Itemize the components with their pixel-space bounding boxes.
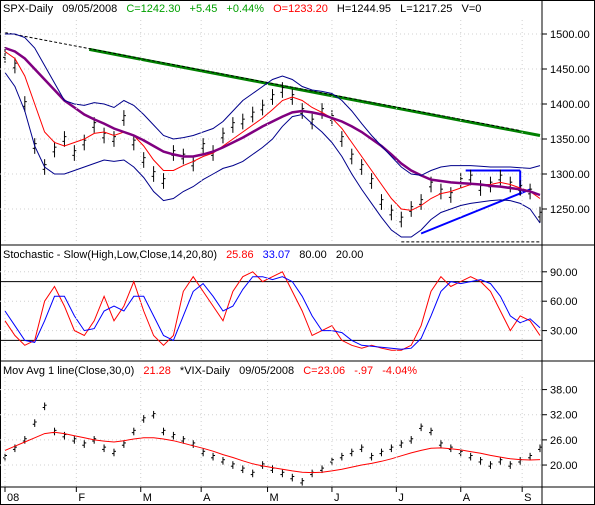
stochastic-upper-value: 80.00 bbox=[299, 249, 327, 261]
vix-change: -.97 bbox=[354, 365, 373, 377]
y-tick-label: 1300.00 bbox=[550, 169, 590, 181]
vix-close: C=23.06 bbox=[303, 365, 345, 377]
stochastic-k-value: 25.86 bbox=[226, 249, 254, 261]
y-tick-label: 60.00 bbox=[550, 296, 578, 308]
y-tick-label: 1500.00 bbox=[550, 29, 590, 41]
vix-header: Mov Avg 1 line(Close,30,0) 21.28 *VIX-Da… bbox=[3, 365, 417, 377]
x-tick-label: F bbox=[78, 492, 85, 504]
y-tick-label: 1250.00 bbox=[550, 204, 590, 216]
price-open: O=1233.20 bbox=[273, 3, 328, 15]
price-volume: V=0 bbox=[462, 3, 482, 15]
series-band_upper bbox=[5, 33, 541, 176]
y-tick-label: 20.00 bbox=[550, 460, 578, 472]
x-tick-label: 08 bbox=[7, 492, 19, 504]
trendline-green bbox=[88, 47, 541, 137]
vix-ma-label: Mov Avg 1 line(Close,30,0) bbox=[3, 365, 134, 377]
x-tick-label: A bbox=[203, 492, 211, 504]
price-symbol: SPX-Daily bbox=[3, 3, 54, 15]
vix-date: 09/05/2008 bbox=[239, 365, 294, 377]
stochastic-panel: 90.00 60.00 30.00 bbox=[0, 267, 578, 351]
stochastic-d-value: 33.07 bbox=[263, 249, 291, 261]
price-close: C=1242.30 bbox=[126, 3, 180, 15]
trendline-dashed_upper bbox=[4, 32, 521, 132]
series-ma_fast bbox=[4, 51, 541, 211]
y-tick-label: 26.00 bbox=[550, 435, 578, 447]
stochastic-lower-value: 20.00 bbox=[336, 249, 364, 261]
y-tick-label: 1450.00 bbox=[550, 64, 590, 76]
x-tick-label: M bbox=[143, 492, 152, 504]
price-high: H=1244.95 bbox=[337, 3, 391, 15]
series-d bbox=[4, 276, 541, 350]
y-tick-label: 1350.00 bbox=[550, 134, 590, 146]
vix-panel: 38.00 32.00 26.00 20.00 bbox=[0, 385, 578, 486]
x-tick-label: J bbox=[334, 492, 340, 504]
x-tick-label: A bbox=[463, 492, 471, 504]
x-tick-label: S bbox=[524, 492, 531, 504]
trendline-blue_lower bbox=[420, 188, 531, 235]
y-tick-label: 1400.00 bbox=[550, 99, 590, 111]
y-tick-label: 90.00 bbox=[550, 267, 578, 279]
y-tick-label: 30.00 bbox=[550, 326, 578, 338]
price-change: +5.45 bbox=[190, 3, 218, 15]
price-header: SPX-Daily 09/05/2008 C=1242.30 +5.45 +0.… bbox=[3, 3, 481, 15]
series-ma bbox=[4, 431, 541, 474]
vix-symbol: *VIX-Daily bbox=[180, 365, 231, 377]
price-low: L=1217.25 bbox=[400, 3, 452, 15]
vix-change-pct: -4.04% bbox=[382, 365, 417, 377]
x-tick-label: M bbox=[270, 492, 279, 504]
vix-ma-value: 21.28 bbox=[143, 365, 171, 377]
price-change-pct: +0.44% bbox=[226, 3, 264, 15]
stochastic-header: Stochastic - Slow(High,Low,Close,14,20,8… bbox=[3, 249, 363, 261]
x-axis: 08 F M A M J J A S bbox=[4, 20, 532, 504]
y-tick-label: 38.00 bbox=[550, 385, 578, 397]
price-date: 09/05/2008 bbox=[62, 3, 117, 15]
series-ma_slow bbox=[4, 46, 541, 197]
price-panel: 1500.00 1450.00 1400.00 1350.00 1300.00 1250.… bbox=[0, 29, 590, 243]
stochastic-label: Stochastic - Slow(High,Low,Close,14,20,8… bbox=[3, 249, 217, 261]
y-tick-label: 32.00 bbox=[550, 410, 578, 422]
x-tick-label: J bbox=[398, 492, 404, 504]
series-band_lower bbox=[4, 72, 541, 238]
series-k bbox=[4, 271, 541, 351]
